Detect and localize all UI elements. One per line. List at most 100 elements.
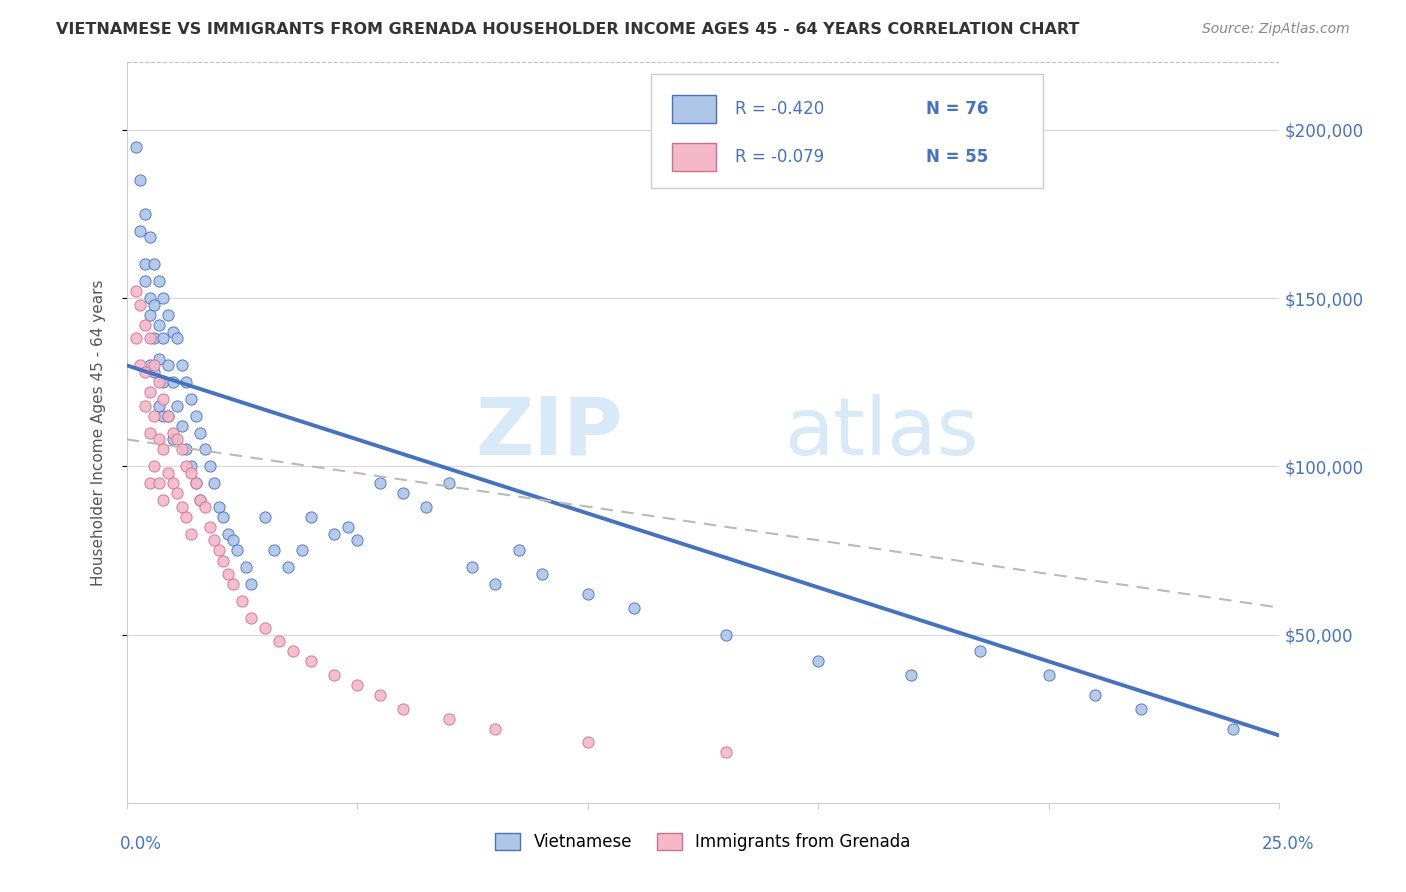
Point xyxy=(125,331,148,345)
Point xyxy=(152,442,174,457)
Text: 0.0%: 0.0% xyxy=(120,835,162,853)
Point xyxy=(212,509,235,524)
Point xyxy=(281,644,304,658)
Point xyxy=(346,678,368,692)
Point xyxy=(170,442,193,457)
Point xyxy=(134,274,156,288)
Point xyxy=(368,688,391,702)
Text: Source: ZipAtlas.com: Source: ZipAtlas.com xyxy=(1202,22,1350,37)
Point xyxy=(162,325,184,339)
Point xyxy=(900,668,922,682)
Point xyxy=(1130,701,1153,715)
Point xyxy=(217,566,239,581)
Point xyxy=(346,533,368,548)
Point xyxy=(392,486,415,500)
Point xyxy=(138,308,160,322)
Point xyxy=(208,500,231,514)
Point xyxy=(157,359,180,373)
Point xyxy=(166,399,188,413)
Point xyxy=(221,577,243,591)
Point xyxy=(263,543,285,558)
Point xyxy=(152,291,174,305)
Point xyxy=(291,543,314,558)
Point xyxy=(235,560,257,574)
Point xyxy=(969,644,991,658)
Point xyxy=(143,331,166,345)
Point xyxy=(129,173,152,187)
Point xyxy=(267,634,290,648)
Point xyxy=(415,500,437,514)
Point xyxy=(148,318,170,332)
Point xyxy=(221,533,243,548)
Point xyxy=(299,509,322,524)
Point xyxy=(198,520,221,534)
Point xyxy=(623,600,645,615)
Point xyxy=(1222,722,1244,736)
Point xyxy=(166,486,188,500)
Point xyxy=(188,492,211,507)
Point xyxy=(188,492,211,507)
Point xyxy=(138,425,160,440)
Text: N = 76: N = 76 xyxy=(925,100,988,118)
Point xyxy=(194,500,217,514)
Point xyxy=(152,331,174,345)
Point xyxy=(134,365,156,379)
Point xyxy=(180,526,202,541)
Point xyxy=(336,520,359,534)
Point xyxy=(148,433,170,447)
FancyBboxPatch shape xyxy=(651,73,1043,188)
Point xyxy=(125,139,148,153)
Point xyxy=(208,543,231,558)
Point xyxy=(226,543,249,558)
Point xyxy=(143,257,166,271)
Point xyxy=(129,298,152,312)
Point xyxy=(166,331,188,345)
Point xyxy=(508,543,530,558)
Point xyxy=(148,274,170,288)
Point xyxy=(484,722,506,736)
Point xyxy=(166,433,188,447)
Point xyxy=(184,409,207,423)
Point xyxy=(198,459,221,474)
Point xyxy=(299,655,322,669)
Point xyxy=(143,365,166,379)
Point xyxy=(170,359,193,373)
Text: R = -0.420: R = -0.420 xyxy=(735,100,824,118)
Point xyxy=(530,566,553,581)
Point xyxy=(714,627,737,641)
Point xyxy=(157,409,180,423)
Point xyxy=(439,712,461,726)
Text: atlas: atlas xyxy=(783,393,979,472)
Point xyxy=(180,459,202,474)
Point xyxy=(176,375,198,389)
Point xyxy=(212,553,235,567)
Point xyxy=(134,207,156,221)
Text: 25.0%: 25.0% xyxy=(1263,835,1315,853)
Point xyxy=(134,318,156,332)
Point xyxy=(368,476,391,491)
Point xyxy=(129,224,152,238)
Text: ZIP: ZIP xyxy=(475,393,623,472)
Point xyxy=(148,399,170,413)
Point xyxy=(134,257,156,271)
Point xyxy=(148,476,170,491)
Point xyxy=(138,331,160,345)
Point xyxy=(157,409,180,423)
Point xyxy=(162,375,184,389)
Point xyxy=(148,375,170,389)
Point xyxy=(184,476,207,491)
Point xyxy=(129,359,152,373)
Point xyxy=(180,392,202,406)
Point xyxy=(1084,688,1107,702)
Point xyxy=(148,351,170,366)
Point xyxy=(240,610,263,624)
Point xyxy=(138,385,160,400)
Point xyxy=(162,476,184,491)
Point xyxy=(143,359,166,373)
Point xyxy=(217,526,239,541)
Point xyxy=(392,701,415,715)
Point xyxy=(202,533,225,548)
Point xyxy=(231,594,253,608)
Point xyxy=(138,359,160,373)
Point xyxy=(253,509,276,524)
